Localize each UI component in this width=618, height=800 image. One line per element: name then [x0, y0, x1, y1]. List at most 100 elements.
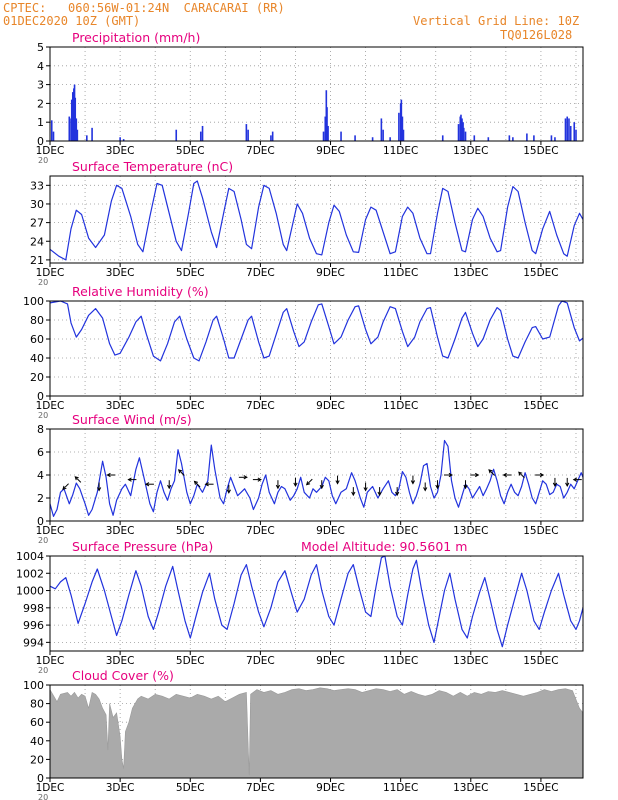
y-tick-label: 60: [30, 333, 44, 346]
x-year-stub: 20: [38, 411, 48, 420]
x-tick-label: 15DEC: [523, 145, 558, 157]
precip-bar: [52, 131, 55, 141]
x-tick-label: 3DEC: [106, 400, 135, 412]
x-tick-label: 9DEC: [316, 782, 345, 794]
panel-frame: [49, 175, 584, 264]
x-tick-label: 5DEC: [176, 267, 205, 279]
precip-bar: [487, 137, 490, 141]
wind-arrow: [351, 487, 356, 497]
x-tick-label: 7DEC: [246, 267, 275, 279]
x-tick-label: 15DEC: [523, 400, 558, 412]
y-tick-label: 2: [37, 492, 44, 505]
precip-bar: [380, 118, 383, 141]
x-tick-label: 3DEC: [106, 145, 135, 157]
x-tick-label: 1DEC: [36, 655, 65, 667]
wind-arrow: [423, 482, 428, 492]
x-tick-label: 3DEC: [106, 267, 135, 279]
series-line: [49, 439, 584, 517]
x-tick-label: 9DEC: [316, 267, 345, 279]
x-tick-label: 13DEC: [453, 400, 488, 412]
x-tick-label: 5DEC: [176, 782, 205, 794]
wind-arrow: [488, 469, 495, 476]
panel-title: Surface Temperature (nC): [72, 159, 233, 174]
y-tick-label: 100: [23, 679, 44, 692]
y-tick-label: 1: [37, 116, 44, 129]
y-tick-label: 0: [37, 135, 44, 148]
y-tick-label: 996: [23, 619, 44, 632]
x-year-stub: 20: [38, 793, 48, 800]
x-tick-label: 11DEC: [383, 267, 418, 279]
precip-bar: [119, 137, 121, 141]
precip-bar: [457, 124, 460, 141]
y-tick-label: 3: [37, 79, 44, 92]
x-tick-label: 7DEC: [246, 525, 275, 537]
precip-bar: [473, 135, 476, 141]
wind-arrow: [305, 478, 313, 486]
x-tick-label: 11DEC: [383, 782, 418, 794]
wind-arrow: [74, 476, 82, 483]
x-tick-label: 1DEC: [36, 782, 65, 794]
precip-bar: [354, 135, 356, 141]
wind-arrow: [238, 475, 248, 480]
y-tick-label: 33: [30, 179, 44, 192]
y-tick-label: 1000: [16, 585, 44, 598]
y-tick-label: 20: [30, 753, 44, 766]
wind-arrow: [435, 480, 440, 490]
x-tick-label: 1DEC: [36, 525, 65, 537]
wind-arrow: [293, 477, 298, 487]
wind-arrow: [463, 480, 468, 490]
precip-bar: [324, 116, 327, 141]
panel-frame: [49, 684, 584, 779]
wind-arrow: [470, 472, 480, 478]
precip-bar: [575, 129, 577, 141]
panel-title: Surface Wind (m/s): [72, 412, 192, 427]
precip-bar: [461, 118, 463, 141]
x-year-stub: 20: [38, 666, 48, 675]
y-tick-label: 1002: [16, 567, 44, 580]
x-tick-label: 11DEC: [383, 400, 418, 412]
wind-arrow: [535, 472, 545, 478]
x-tick-label: 11DEC: [383, 525, 418, 537]
series-line: [49, 300, 584, 362]
wind-arrow: [193, 480, 201, 488]
y-tick-label: 0: [37, 772, 44, 785]
run-date: 01DEC2020 10Z (GMT): [3, 14, 141, 28]
precip-bar: [247, 129, 249, 141]
x-tick-label: 5DEC: [176, 655, 205, 667]
precip-bar: [533, 135, 535, 141]
wind-arrow: [443, 472, 454, 478]
precip-bar: [91, 127, 93, 141]
x-tick-label: 5DEC: [176, 145, 205, 157]
panel-title: Cloud Cover (%): [72, 668, 174, 683]
panel-title: Surface Pressure (hPa): [72, 539, 213, 554]
x-tick-label: 9DEC: [316, 655, 345, 667]
y-tick-label: 21: [30, 254, 44, 267]
model-altitude-label: Model Altitude: 90.5601 m: [301, 539, 467, 554]
panel-frame: [49, 555, 584, 652]
x-tick-label: 13DEC: [453, 267, 488, 279]
x-tick-label: 11DEC: [383, 145, 418, 157]
x-tick-label: 7DEC: [246, 400, 275, 412]
panel-frame: [49, 428, 584, 522]
wind-arrow: [106, 472, 116, 478]
y-tick-label: 6: [37, 446, 44, 459]
wind-arrow: [319, 480, 324, 490]
panel-title: Precipitation (mm/h): [72, 30, 200, 45]
wind-arrow: [275, 480, 281, 490]
precip-bar: [573, 122, 576, 141]
precip-bar: [71, 92, 74, 141]
precip-bar: [460, 114, 462, 141]
y-tick-label: 40: [30, 735, 44, 748]
y-tick-label: 80: [30, 314, 44, 327]
y-tick-label: 60: [30, 716, 44, 729]
precip-bar: [526, 133, 528, 141]
precip-bar: [389, 137, 391, 141]
wind-arrow: [565, 477, 570, 487]
x-tick-label: 15DEC: [523, 525, 558, 537]
x-tick-label: 3DEC: [106, 655, 135, 667]
precip-bar: [508, 135, 511, 141]
y-tick-label: 20: [30, 371, 44, 384]
y-tick-label: 8: [37, 423, 44, 436]
precip-bar: [554, 137, 556, 141]
precip-bar: [401, 116, 404, 141]
